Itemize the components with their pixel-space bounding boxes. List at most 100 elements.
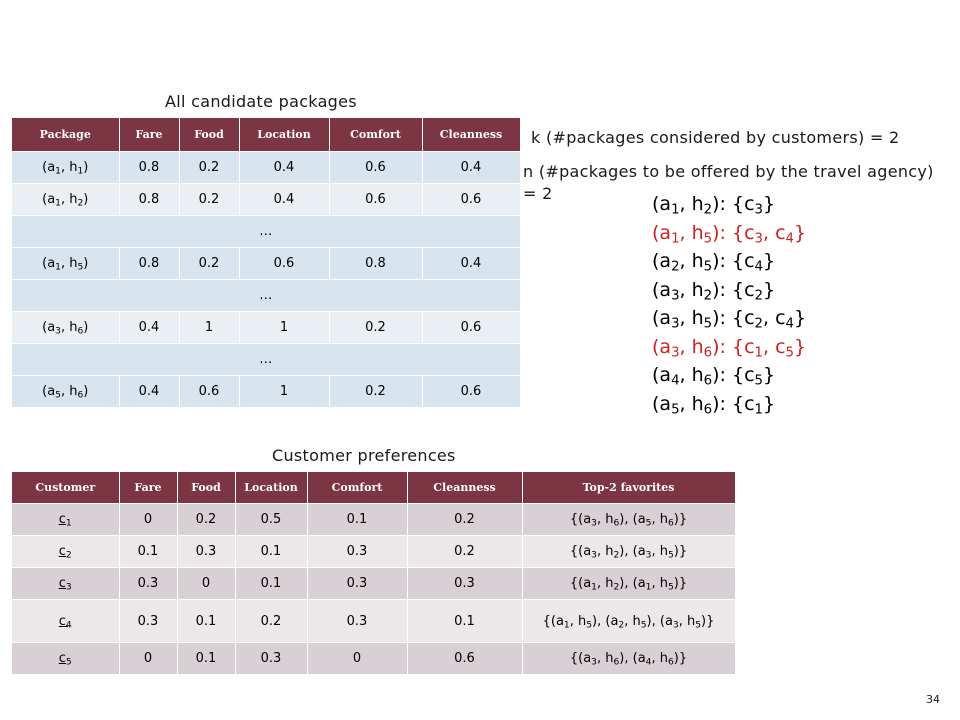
- subscript: 6: [613, 518, 620, 529]
- subscript: 5: [55, 390, 61, 401]
- favorites-cell: {(a3, h6), (a5, h6)}: [522, 503, 736, 536]
- subscript: 5: [77, 262, 84, 273]
- column-header: Fare: [119, 118, 180, 152]
- subscript: 3: [754, 230, 763, 246]
- subscript: 3: [754, 202, 763, 218]
- subscript: 3: [672, 619, 679, 630]
- table-row: (a1, h5) 0.8 0.2 0.6 0.8 0.4: [12, 247, 521, 280]
- package-coverage-list: (a1, h2): {c3} (a1, h5): {c3, c4} (a2, h5)…: [652, 190, 806, 418]
- n-parameter-text-line2: = 2: [523, 184, 553, 203]
- value-cell: 0.6: [422, 375, 521, 407]
- favorites-cell: {(a3, h2), (a3, h5)}: [522, 535, 736, 568]
- package-id: (a1, h5): [42, 256, 89, 273]
- package-id: (a3, h6): [42, 320, 89, 337]
- packages-caption: All candidate packages: [165, 92, 357, 111]
- candidate-packages-table: Package Fare Food Location Comfort Cleanness …: [12, 118, 521, 407]
- subscript: 5: [65, 657, 72, 668]
- subscript: 5: [671, 401, 680, 417]
- customer-cell: c5: [12, 642, 120, 674]
- package-cell: (a5, h6): [12, 375, 120, 407]
- coverage-item: (a3, h2): {c2}: [652, 278, 776, 303]
- n-parameter-text-line1: n (#packages to be offered by the travel…: [523, 162, 934, 181]
- subscript: 6: [77, 390, 84, 401]
- k-parameter-text: k (#packages considered by customers) = …: [531, 128, 900, 147]
- subscript: 1: [563, 619, 570, 630]
- subscript: 5: [640, 619, 647, 630]
- value-cell: 0.2: [329, 375, 423, 407]
- subscript: 5: [667, 550, 674, 561]
- value-cell: 0.1: [407, 599, 523, 643]
- value-cell: 0.8: [119, 151, 180, 184]
- package-id: (a1, h2): [578, 576, 625, 593]
- value-cell: 0.6: [329, 183, 423, 216]
- column-header: Top-2 favorites: [522, 472, 736, 504]
- value-cell: 0.1: [235, 535, 308, 568]
- value-cell: 0.2: [329, 311, 423, 344]
- subscript: 4: [785, 230, 795, 246]
- subscript: 5: [667, 582, 674, 593]
- subscript: 5: [586, 619, 593, 630]
- subscript: 3: [645, 550, 652, 561]
- value-cell: 0.1: [177, 599, 236, 643]
- subscript: 1: [754, 401, 763, 417]
- package-id: (a1, h2): [652, 193, 720, 218]
- package-cell: (a3, h6): [12, 311, 120, 344]
- subscript: 2: [703, 287, 713, 303]
- value-cell: 0.2: [235, 599, 308, 643]
- package-id: (a3, h6): [578, 512, 625, 529]
- value-cell: 1: [239, 375, 330, 407]
- value-cell: 0.6: [239, 247, 330, 280]
- package-id: (a3, h6): [652, 335, 720, 360]
- subscript: 2: [613, 550, 620, 561]
- column-header: Food: [177, 472, 236, 504]
- subscript: 1: [671, 230, 680, 246]
- package-id: (a3, h5): [632, 544, 679, 561]
- subscript: 3: [65, 582, 72, 593]
- subscript: 3: [55, 326, 61, 337]
- subscript: 3: [671, 316, 680, 332]
- table-row: (a3, h6) 0.4 1 1 0.2 0.6: [12, 311, 521, 344]
- value-cell: 0.8: [119, 183, 180, 216]
- subscript: 6: [667, 657, 674, 668]
- value-cell: 0.3: [235, 642, 308, 674]
- value-cell: 0.2: [177, 503, 236, 536]
- subscript: 3: [671, 344, 680, 360]
- coverage-item: (a5, h6): {c1}: [652, 392, 776, 417]
- column-header: Package: [12, 118, 120, 152]
- package-id: (a5, h6): [632, 512, 679, 529]
- value-cell: 0: [177, 567, 236, 600]
- subscript: 5: [695, 619, 702, 630]
- subscript: 2: [754, 287, 763, 303]
- value-cell: 0.6: [407, 642, 523, 674]
- value-cell: 1: [179, 311, 240, 344]
- package-id: (a5, h6): [652, 392, 720, 417]
- customer-cell: c4: [12, 599, 120, 643]
- subscript: 4: [785, 316, 795, 332]
- subscript: 2: [754, 316, 763, 332]
- subscript: 2: [618, 619, 625, 630]
- subscript: 5: [703, 316, 713, 332]
- value-cell: 0: [119, 642, 178, 674]
- subscript: 2: [703, 202, 713, 218]
- value-cell: 0.1: [235, 567, 308, 600]
- package-id: (a5, h6): [42, 384, 89, 401]
- subscript: 5: [785, 344, 795, 360]
- table-row: c1 0 0.2 0.5 0.1 0.2 {(a3, h6), (a5, h6)}: [12, 503, 736, 536]
- subscript: 3: [591, 518, 597, 529]
- package-id: (a3, h6): [578, 651, 625, 668]
- table-row: c4 0.3 0.1 0.2 0.3 0.1 {(a1, h5), (a2, h5), (a…: [12, 599, 736, 643]
- value-cell: 0.1: [119, 535, 178, 568]
- subscript: 4: [671, 373, 680, 389]
- package-id: (a1, h2): [42, 192, 89, 209]
- table-row: c5 0 0.1 0.3 0 0.6 {(a3, h6), (a4, h6)}: [12, 642, 736, 674]
- value-cell: 0.8: [119, 247, 180, 280]
- ellipsis-cell: …: [12, 279, 521, 312]
- value-cell: 0.4: [239, 183, 330, 216]
- value-cell: 0.4: [119, 375, 180, 407]
- preferences-caption: Customer preferences: [272, 446, 456, 465]
- package-id: (a4, h6): [632, 651, 679, 668]
- value-cell: 0.6: [422, 183, 521, 216]
- value-cell: 0.3: [119, 567, 178, 600]
- subscript: 4: [65, 619, 72, 630]
- value-cell: 0.6: [329, 151, 423, 184]
